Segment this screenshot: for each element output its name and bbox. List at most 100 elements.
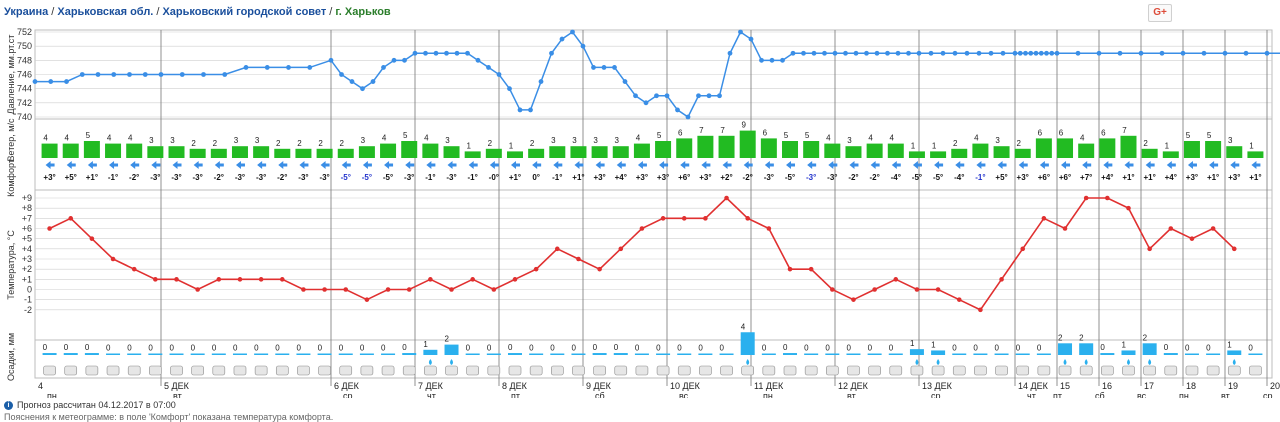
comfort-value-label: +5° xyxy=(65,173,77,182)
temperature-point xyxy=(1189,236,1195,241)
pressure-point xyxy=(696,93,701,99)
pressure-axis-label: Давление, мм.рт.ст xyxy=(6,35,16,115)
wind-arrow-icon xyxy=(1187,161,1197,169)
precip-value-label: 0 xyxy=(529,344,534,353)
weekday-label: сб xyxy=(595,391,605,398)
temperature-point xyxy=(681,216,687,221)
precip-bar xyxy=(740,332,755,355)
wind-bar xyxy=(1120,135,1137,158)
comfort-value-label: +4° xyxy=(1101,173,1113,182)
temperature-point xyxy=(576,256,581,262)
temperature-tick-label: +4 xyxy=(22,244,32,254)
forecast-note: Пояснения к метеограмме: в поле 'Комфорт… xyxy=(4,412,334,422)
wind-value-label: 3 xyxy=(149,136,154,145)
pressure-point xyxy=(727,50,733,56)
breadcrumb-district[interactable]: Харьковский городской совет xyxy=(162,6,327,18)
wind-bar xyxy=(782,141,799,158)
pressure-point xyxy=(664,93,670,99)
cloud-icon xyxy=(614,365,628,376)
pressure-point xyxy=(885,50,890,56)
wind-value-label: 1 xyxy=(911,141,916,150)
wind-arrow-icon xyxy=(574,161,584,169)
comfort-value-label: -5° xyxy=(341,173,351,182)
forecast-footer: i Прогноз рассчитан 04.12.2017 в 07:00 xyxy=(4,400,176,411)
wind-arrow-icon xyxy=(912,161,922,169)
comfort-value-label: +3° xyxy=(43,173,55,182)
precip-bar xyxy=(275,353,290,355)
temperature-point xyxy=(956,297,962,302)
wind-value-label: 4 xyxy=(826,134,831,143)
pressure-point xyxy=(264,65,270,70)
wind-arrow-icon xyxy=(976,161,986,169)
breadcrumb-separator: / xyxy=(329,6,333,18)
cloud-icon xyxy=(381,365,395,376)
wind-value-label: 4 xyxy=(974,134,979,143)
precip-bar xyxy=(529,353,544,355)
pressure-point xyxy=(339,72,344,77)
cloud-icon xyxy=(677,365,691,376)
weekday-label: чт xyxy=(427,391,436,398)
pressure-point xyxy=(1138,50,1144,56)
wind-value-label: 4 xyxy=(868,134,873,143)
temperature-tick-label: -2 xyxy=(24,305,32,315)
wind-value-label: 5 xyxy=(805,131,810,140)
wind-value-label: 4 xyxy=(890,134,895,143)
cloud-icon xyxy=(995,365,1008,376)
cloud-icon xyxy=(889,365,903,376)
wind-bar xyxy=(231,146,248,158)
wind-bar xyxy=(485,148,502,158)
temperature-point xyxy=(639,226,645,231)
comfort-value-label: -3° xyxy=(193,173,203,182)
cloud-icon xyxy=(868,365,881,376)
wind-bar xyxy=(930,151,947,158)
cloud-icon xyxy=(1164,365,1178,376)
temperature-point xyxy=(89,236,95,241)
wind-bar xyxy=(676,138,693,158)
weekday-label: пн xyxy=(763,391,773,398)
pressure-point xyxy=(1044,50,1049,56)
cloud-icon xyxy=(275,365,289,376)
temperature-tick-label: +8 xyxy=(22,203,32,213)
precip-bar xyxy=(952,353,967,355)
pressure-point xyxy=(549,50,554,56)
weekday-label: пт xyxy=(511,391,520,398)
wind-bar xyxy=(803,141,820,158)
raindrop-icon xyxy=(1232,359,1236,365)
precip-bar xyxy=(1142,343,1157,355)
cloud-icon xyxy=(85,365,99,376)
day-label: 17 xyxy=(1144,381,1154,391)
pressure-point xyxy=(1096,50,1102,56)
temperature-point xyxy=(406,287,412,292)
breadcrumb-country[interactable]: Украина xyxy=(4,6,49,18)
wind-arrow-icon xyxy=(214,161,224,169)
pressure-point xyxy=(780,57,785,63)
wind-arrow-icon xyxy=(1018,161,1028,169)
temperature-point xyxy=(745,216,750,221)
pressure-point xyxy=(1012,50,1018,56)
comfort-value-label: +4° xyxy=(1165,173,1177,182)
precip-value-label: 0 xyxy=(402,343,407,352)
wind-value-label: 6 xyxy=(1059,128,1064,137)
weekday-label: чт xyxy=(1027,391,1036,398)
precip-value-label: 0 xyxy=(212,344,217,353)
cloud-icon xyxy=(43,365,56,376)
temperature-point xyxy=(999,277,1004,282)
wind-value-label: 3 xyxy=(551,136,556,145)
precip-value-label: 0 xyxy=(1248,344,1253,353)
comfort-value-label: +1° xyxy=(1122,173,1134,182)
day-label: 5 ДЕК xyxy=(164,381,190,391)
precip-bar xyxy=(359,353,374,355)
pressure-point xyxy=(1023,50,1028,56)
wind-bar xyxy=(951,148,968,158)
temperature-point xyxy=(618,246,624,252)
wind-bar xyxy=(316,148,333,158)
google-plus-share-button[interactable]: G+ xyxy=(1148,4,1172,22)
wind-arrow-icon xyxy=(701,161,711,169)
wind-arrow-icon xyxy=(257,161,267,169)
precip-value-label: 0 xyxy=(339,344,344,353)
breadcrumb-region[interactable]: Харьковская обл. xyxy=(57,6,154,18)
temperature-panel xyxy=(34,189,1273,341)
temperature-point xyxy=(343,287,349,292)
comfort-value-label: -3° xyxy=(171,173,181,182)
pressure-point xyxy=(507,86,512,92)
